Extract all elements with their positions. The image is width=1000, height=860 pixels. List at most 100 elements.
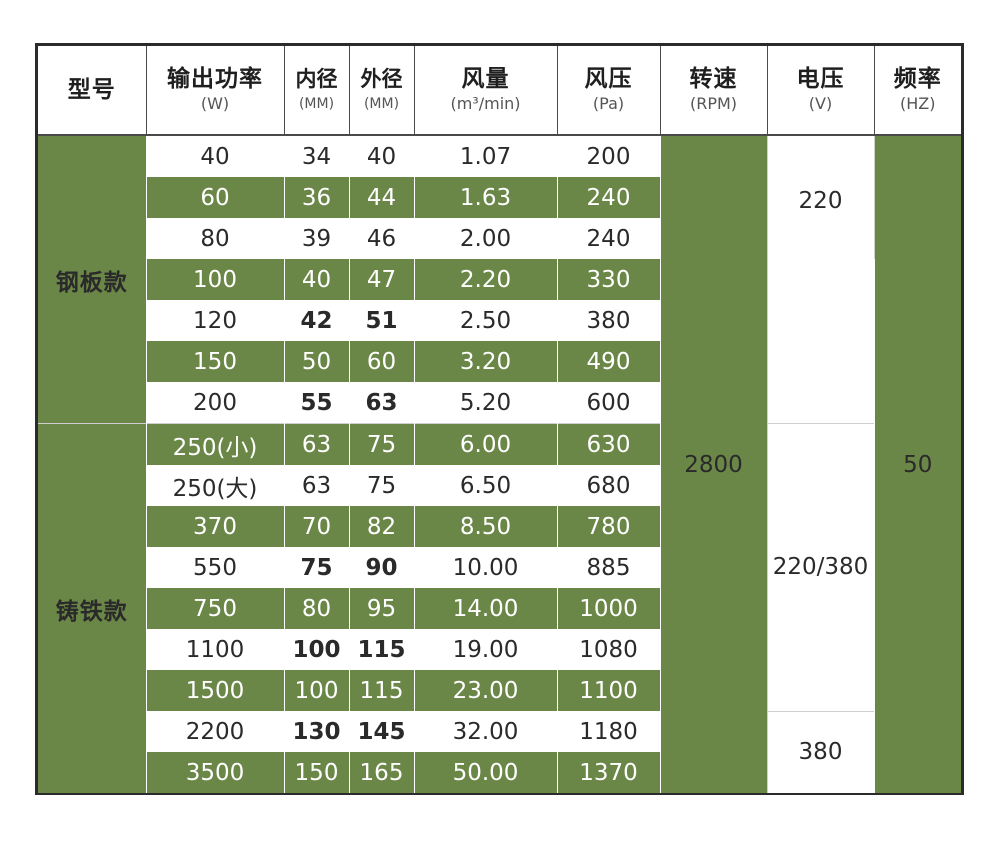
cell-outer: 95 [348, 588, 414, 629]
cell-inner: 100 [283, 670, 349, 711]
cell-outer: 145 [348, 711, 414, 752]
cell-airflow: 8.50 [413, 506, 557, 547]
cell-pressure: 780 [556, 506, 660, 547]
cell-pressure: 1000 [556, 588, 660, 629]
cell-power: 1100 [145, 629, 284, 670]
cell-power: 3500 [145, 752, 284, 793]
cell-airflow: 32.00 [413, 711, 557, 752]
cell-pressure: 1080 [556, 629, 660, 670]
cell-outer: 40 [348, 135, 414, 177]
cell-inner: 40 [283, 259, 349, 300]
cell-power: 60 [145, 177, 284, 218]
header-outer-diameter: 外径 (MM) [348, 46, 414, 136]
cell-pressure: 240 [556, 177, 660, 218]
cell-inner: 130 [283, 711, 349, 752]
cell-power: 1500 [145, 670, 284, 711]
cell-power: 2200 [145, 711, 284, 752]
cell-pressure: 200 [556, 135, 660, 177]
voltage-value-380: 380 [766, 710, 875, 793]
header-power: 输出功率 (W) [145, 46, 284, 136]
table-row: 750 80 95 14.00 1000 [38, 588, 961, 629]
header-inner-diameter: 内径 (MM) [283, 46, 349, 136]
cell-pressure: 380 [556, 300, 660, 341]
header-row: 型号 输出功率 (W) 内径 (MM) 外径 (MM) 风量 (m³/min) 风压 (P… [38, 46, 961, 136]
speed-value: 2800 [659, 135, 767, 793]
cell-outer: 115 [348, 670, 414, 711]
cell-outer: 90 [348, 547, 414, 588]
cell-inner: 63 [283, 423, 349, 465]
cell-pressure: 680 [556, 465, 660, 506]
cell-airflow: 3.20 [413, 341, 557, 382]
cell-power: 250(小) [145, 423, 284, 465]
cell-pressure: 1100 [556, 670, 660, 711]
cell-airflow: 5.20 [413, 382, 557, 424]
cell-outer: 82 [348, 506, 414, 547]
cell-inner: 42 [283, 300, 349, 341]
cell-power: 100 [145, 259, 284, 300]
cell-power: 370 [145, 506, 284, 547]
cell-inner: 36 [283, 177, 349, 218]
table-row: 200 55 63 5.20 600 [38, 382, 961, 424]
header-model: 型号 [38, 46, 146, 136]
cell-airflow: 23.00 [413, 670, 557, 711]
cell-pressure: 885 [556, 547, 660, 588]
table-row: 1500 100 115 23.00 1100 [38, 670, 961, 711]
frequency-value: 50 [873, 135, 961, 793]
cell-outer: 115 [348, 629, 414, 670]
cell-airflow: 50.00 [413, 752, 557, 793]
cell-power: 150 [145, 341, 284, 382]
table-row: 2200 130 145 32.00 1180 380 [38, 710, 961, 793]
cell-pressure: 240 [556, 218, 660, 259]
header-voltage: 电压 (V) [766, 46, 874, 136]
cell-pressure: 630 [556, 423, 660, 465]
group-label-steel: 钢板款 [38, 135, 146, 424]
cell-airflow: 2.50 [413, 300, 557, 341]
cell-pressure: 1370 [556, 752, 660, 793]
cell-airflow: 6.50 [413, 465, 557, 506]
cell-pressure: 1180 [556, 711, 660, 752]
cell-inner: 55 [283, 382, 349, 424]
header-frequency: 频率 (HZ) [873, 46, 961, 136]
cell-power: 40 [145, 135, 284, 177]
cell-inner: 80 [283, 588, 349, 629]
cell-airflow: 2.20 [413, 259, 557, 300]
header-speed: 转速 (RPM) [659, 46, 767, 136]
header-pressure: 风压 (Pa) [556, 46, 660, 136]
group-label-cast-iron: 铸铁款 [38, 423, 146, 793]
cell-inner: 150 [283, 752, 349, 793]
cell-inner: 63 [283, 465, 349, 506]
voltage-value-220-380: 220/380 [766, 423, 875, 711]
cell-inner: 34 [283, 135, 349, 177]
cell-outer: 47 [348, 259, 414, 300]
table-row: 60 36 44 1.63 240 [38, 177, 961, 218]
cell-power: 550 [145, 547, 284, 588]
cell-airflow: 10.00 [413, 547, 557, 588]
table-row: 550 75 90 10.00 885 [38, 547, 961, 588]
voltage-span-filler [766, 259, 875, 424]
spec-table-frame: 型号 输出功率 (W) 内径 (MM) 外径 (MM) 风量 (m³/min) 风压 (P… [35, 43, 964, 795]
voltage-value-220: 220 [766, 135, 875, 259]
cell-airflow: 19.00 [413, 629, 557, 670]
cell-power: 750 [145, 588, 284, 629]
cell-power: 120 [145, 300, 284, 341]
cell-power: 250(大) [145, 465, 284, 506]
cell-airflow: 14.00 [413, 588, 557, 629]
header-airflow: 风量 (m³/min) [413, 46, 557, 136]
cell-inner: 100 [283, 629, 349, 670]
cell-pressure: 330 [556, 259, 660, 300]
table-row: 250(大) 63 75 6.50 680 [38, 465, 961, 506]
cell-inner: 50 [283, 341, 349, 382]
cell-outer: 165 [348, 752, 414, 793]
cell-airflow: 1.07 [413, 135, 557, 177]
cell-pressure: 600 [556, 382, 660, 424]
cell-inner: 70 [283, 506, 349, 547]
cell-outer: 60 [348, 341, 414, 382]
table-row: 铸铁款 250(小) 63 75 6.00 630 220/380 [38, 423, 961, 793]
cell-power: 80 [145, 218, 284, 259]
table-row: 150 50 60 3.20 490 [38, 341, 961, 382]
cell-outer: 75 [348, 465, 414, 506]
cell-airflow: 1.63 [413, 177, 557, 218]
table-row: 80 39 46 2.00 240 [38, 218, 961, 259]
table-row: 1100 100 115 19.00 1080 [38, 629, 961, 670]
cell-outer: 44 [348, 177, 414, 218]
